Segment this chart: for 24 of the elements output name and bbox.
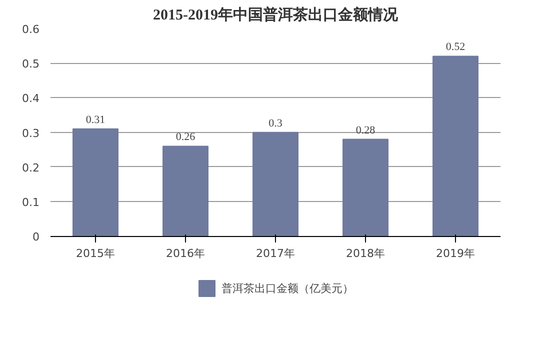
data-label: 0.26 [176, 131, 196, 144]
y-tick-label: 0 [32, 230, 40, 244]
bar [432, 56, 478, 237]
data-label: 0.28 [356, 124, 376, 136]
data-label: 0.52 [446, 41, 466, 54]
y-tick-label: 0.3 [22, 126, 40, 140]
x-tick-label: 2019年 [436, 247, 476, 260]
y-tick-label: 0.1 [22, 196, 40, 210]
x-tick-label: 2018年 [346, 247, 386, 260]
chart-title: 2015-2019年中国普洱茶出口金额情况 [153, 6, 399, 24]
bar [342, 138, 388, 237]
bar [252, 132, 298, 237]
y-tick-label: 0.6 [22, 23, 40, 36]
y-tick-label: 0.2 [22, 161, 40, 174]
x-tick-label: 2015年 [76, 247, 116, 260]
y-tick-label: 0.4 [22, 92, 40, 106]
x-tick-label: 2017年 [256, 247, 296, 260]
bar [162, 146, 208, 237]
bar [72, 128, 118, 237]
data-label: 0.31 [86, 114, 106, 126]
y-tick-label: 0.5 [22, 58, 40, 71]
legend-label: 普洱茶出口金额（亿美元） [222, 280, 354, 296]
data-label: 0.3 [268, 117, 283, 130]
x-tick-label: 2016年 [166, 247, 206, 260]
